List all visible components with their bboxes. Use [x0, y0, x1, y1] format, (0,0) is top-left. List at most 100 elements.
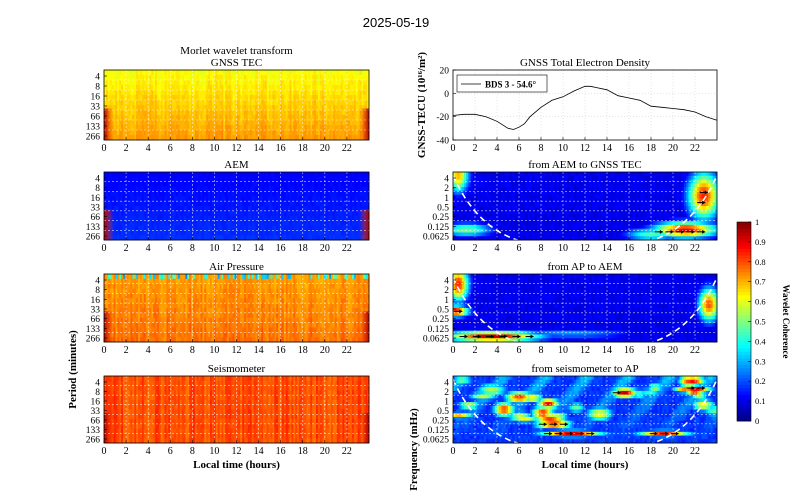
- heatmap-cell: [200, 80, 203, 86]
- heatmap-cell: [202, 120, 205, 126]
- heatmap-cell: [172, 70, 175, 76]
- heatmap-cell: [147, 125, 150, 131]
- heatmap-cell: [175, 115, 179, 121]
- heatmap-cell: [174, 80, 177, 86]
- heatmap-cell: [310, 85, 313, 91]
- heatmap-cell: [122, 80, 126, 86]
- heatmap-cell: [141, 90, 145, 96]
- heatmap-cell: [221, 85, 224, 91]
- heatmap-cell: [319, 75, 323, 81]
- heatmap-cell: [206, 75, 209, 81]
- heatmap-cell: [132, 90, 135, 96]
- heatmap-cell: [259, 90, 262, 96]
- x-tick-label: 14: [254, 143, 264, 154]
- heatmap-cell: [139, 90, 143, 96]
- heatmap-cell: [160, 110, 164, 116]
- heatmap-cell: [223, 100, 226, 106]
- heatmap-cell: [147, 95, 150, 101]
- heatmap-cell: [264, 105, 268, 111]
- heatmap-cell: [196, 75, 200, 81]
- heatmap-cell: [192, 80, 196, 86]
- heatmap-cell: [249, 125, 253, 131]
- heatmap-cell: [236, 95, 239, 101]
- heatmap-cell: [278, 105, 281, 111]
- heatmap-cell: [177, 125, 181, 131]
- heatmap-cell: [225, 100, 228, 106]
- heatmap-cell: [264, 120, 268, 126]
- heatmap-cell: [121, 100, 124, 106]
- heatmap-cell: [268, 85, 271, 91]
- heatmap-cell: [270, 120, 273, 126]
- heatmap-cell: [151, 120, 154, 126]
- heatmap-cell: [181, 100, 184, 106]
- heatmap-cell: [251, 135, 254, 141]
- heatmap-cell: [312, 120, 315, 126]
- heatmap-cell: [300, 105, 304, 111]
- heatmap-cell: [128, 120, 131, 126]
- heatmap-cell: [274, 110, 277, 116]
- heatmap-cell: [151, 75, 154, 81]
- heatmap-cell: [247, 100, 251, 106]
- heatmap-cell: [157, 135, 160, 141]
- heatmap-cell: [283, 80, 287, 86]
- heatmap-cell: [202, 75, 205, 81]
- heatmap-cell: [219, 75, 222, 81]
- heatmap-cell: [164, 125, 167, 131]
- heatmap-cell: [105, 105, 109, 111]
- heatmap-cell: [300, 85, 304, 91]
- heatmap-cell: [276, 115, 279, 121]
- heatmap-cell: [274, 75, 277, 81]
- heatmap-cell: [291, 135, 294, 141]
- heatmap-cell: [164, 120, 167, 126]
- heatmap-cell: [266, 75, 270, 81]
- heatmap-cell: [200, 90, 203, 96]
- heatmap-cell: [221, 130, 224, 136]
- heatmap-cell: [155, 105, 158, 111]
- heatmap-cell: [187, 75, 190, 81]
- heatmap-cell: [300, 135, 304, 141]
- heatmap-cell: [204, 100, 207, 106]
- heatmap-cell: [191, 95, 194, 101]
- heatmap-cell: [240, 115, 243, 121]
- heatmap-cell: [245, 110, 249, 116]
- heatmap-cell: [162, 105, 165, 111]
- heatmap-cell: [149, 120, 152, 126]
- heatmap-cell: [170, 75, 173, 81]
- heatmap-cell: [230, 95, 234, 101]
- heatmap-cell: [211, 105, 215, 111]
- heatmap-cell: [132, 135, 135, 141]
- heatmap-cell: [139, 85, 143, 91]
- heatmap-cell: [270, 75, 273, 81]
- heatmap-cell: [259, 70, 262, 76]
- heatmap-cell: [242, 80, 245, 86]
- heatmap-cell: [192, 130, 196, 136]
- heatmap-cell: [215, 95, 218, 101]
- heatmap-cell: [157, 100, 160, 106]
- heatmap-cell: [287, 85, 290, 91]
- heatmap-cell: [164, 70, 167, 76]
- heatmap-cell: [317, 115, 321, 121]
- heatmap-cell: [147, 70, 150, 76]
- heatmap-cell: [206, 120, 209, 126]
- heatmap-cell: [280, 110, 283, 116]
- heatmap-cell: [122, 110, 126, 116]
- heatmap-cell: [285, 110, 288, 116]
- heatmap-cell: [213, 125, 217, 131]
- heatmap-cell: [238, 100, 241, 106]
- heatmap-cell: [300, 115, 304, 121]
- heatmap-cell: [264, 70, 268, 76]
- heatmap-cell: [192, 115, 196, 121]
- heatmap-cell: [314, 70, 317, 76]
- heatmap-cell: [158, 85, 162, 91]
- heatmap-cell: [185, 130, 188, 136]
- heatmap-cell: [280, 95, 283, 101]
- heatmap-cell: [121, 125, 124, 131]
- heatmap-cell: [236, 70, 239, 76]
- heatmap-cell: [185, 90, 188, 96]
- heatmap-cell: [160, 70, 164, 76]
- heatmap-cell: [164, 75, 167, 81]
- heatmap-cell: [166, 105, 169, 111]
- heatmap-cell: [128, 70, 131, 76]
- heatmap-cell: [298, 125, 302, 131]
- heatmap-cell: [228, 115, 232, 121]
